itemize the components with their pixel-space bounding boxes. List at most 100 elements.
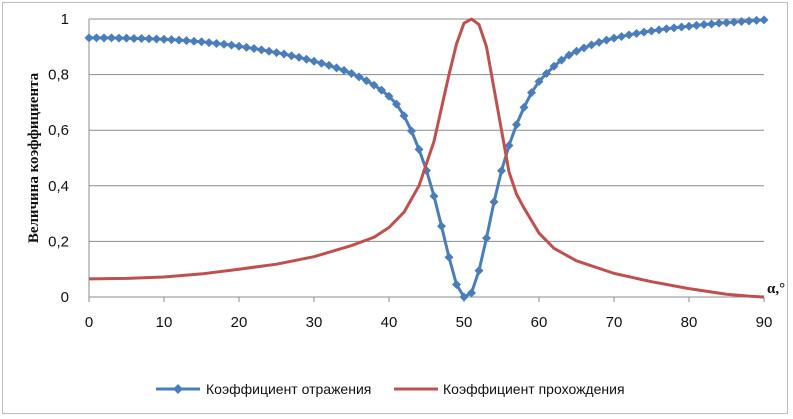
data-point-marker (204, 38, 214, 48)
grid-layer (89, 18, 764, 242)
data-point-marker (699, 20, 709, 30)
data-point-marker (759, 15, 769, 25)
data-point-marker (264, 46, 274, 56)
data-point-marker (692, 20, 701, 30)
legend-item: Коэффициент отражения (156, 381, 371, 397)
legend-item: Коэффициент прохождения (394, 381, 625, 397)
data-point-marker (512, 120, 521, 130)
series-line (89, 18, 765, 299)
data-point-marker (669, 23, 679, 33)
data-point-marker (639, 27, 649, 37)
data-point-marker (294, 52, 304, 62)
data-point-marker (234, 41, 244, 51)
y-tick-label: 0,8 (48, 67, 69, 84)
data-point-marker (482, 233, 491, 243)
x-tick-label: 50 (456, 314, 473, 331)
y-tick-label: 0,6 (48, 122, 69, 139)
y-tick-label: 0,2 (48, 233, 69, 250)
data-point-marker (287, 51, 296, 61)
data-point-marker (737, 17, 746, 27)
data-point-marker (557, 55, 566, 65)
data-point-marker (407, 126, 416, 136)
data-point-marker (332, 63, 341, 73)
data-point-marker (662, 24, 671, 34)
data-point-marker (84, 33, 94, 43)
data-point-marker (129, 33, 139, 43)
x-tick-label: 80 (681, 314, 698, 331)
data-point-marker (414, 144, 424, 154)
data-point-marker (579, 43, 589, 53)
series-transmission (88, 17, 765, 299)
series-line (88, 17, 765, 299)
data-point-marker (594, 37, 604, 47)
data-point-marker (587, 40, 596, 50)
data-point-marker (467, 288, 476, 298)
data-point-marker (729, 17, 739, 27)
data-point-marker (114, 33, 124, 43)
data-point-marker (437, 221, 446, 231)
y-axis-title: Величина коэффициента (26, 72, 42, 243)
data-point-marker (617, 32, 626, 42)
data-point-marker (249, 43, 259, 53)
series-layer (84, 15, 769, 302)
data-point-marker (377, 85, 386, 95)
legend-marker (173, 384, 183, 394)
data-point-marker (542, 68, 551, 78)
data-point-marker (309, 56, 319, 66)
data-point-marker (647, 26, 656, 36)
data-point-marker (212, 38, 221, 48)
data-point-marker (744, 16, 754, 26)
x-tick-label: 20 (231, 314, 248, 331)
data-point-marker (534, 77, 544, 87)
data-point-marker (474, 266, 484, 276)
data-point-marker (497, 166, 506, 176)
data-point-marker (242, 42, 251, 52)
data-point-marker (257, 45, 266, 55)
data-point-marker (602, 35, 611, 45)
data-point-marker (707, 19, 716, 29)
data-point-marker (654, 25, 664, 35)
data-point-marker (167, 35, 176, 45)
data-point-marker (339, 65, 349, 75)
data-point-marker (227, 40, 236, 50)
data-point-marker (527, 88, 536, 98)
data-point-marker (189, 36, 199, 46)
data-point-marker (564, 50, 574, 60)
data-point-marker (452, 279, 461, 289)
data-point-marker (174, 35, 184, 45)
x-tick-label: 60 (531, 314, 548, 331)
x-tick-label: 90 (756, 314, 773, 331)
data-point-marker (137, 33, 146, 43)
data-point-marker (632, 28, 641, 38)
data-point-marker (429, 191, 439, 201)
y-tick-label: 0,4 (48, 178, 69, 195)
data-point-marker (272, 48, 281, 58)
data-point-marker (144, 34, 154, 44)
data-point-marker (444, 252, 454, 262)
data-point-marker (159, 34, 169, 44)
legend-label: Коэффициент прохождения (443, 381, 625, 397)
data-point-marker (362, 76, 371, 86)
y-tick-label: 1 (61, 11, 69, 28)
data-point-marker (609, 33, 619, 43)
axis-layer: 00,20,40,60,810 10 20 30 40 50 60 70 80 90 (48, 11, 772, 331)
x-tick-label: 0 (85, 314, 93, 331)
data-point-marker (354, 72, 364, 82)
data-point-marker (302, 54, 311, 64)
legend-layer: Коэффициент отражения Коэффициент прохожд… (156, 381, 625, 397)
data-point-marker (714, 18, 724, 28)
data-point-marker (219, 39, 229, 49)
data-point-marker (122, 33, 131, 43)
x-tick-label: 70 (606, 314, 623, 331)
chart-frame (2, 2, 788, 414)
data-point-marker (677, 22, 686, 32)
data-point-marker (399, 111, 409, 121)
data-point-marker (549, 61, 559, 71)
data-point-marker (317, 58, 326, 68)
data-point-marker (572, 46, 581, 56)
data-point-marker (107, 33, 116, 43)
x-axis-title: α,° (767, 281, 785, 297)
series-reflection (84, 15, 769, 302)
data-point-marker (519, 102, 529, 112)
